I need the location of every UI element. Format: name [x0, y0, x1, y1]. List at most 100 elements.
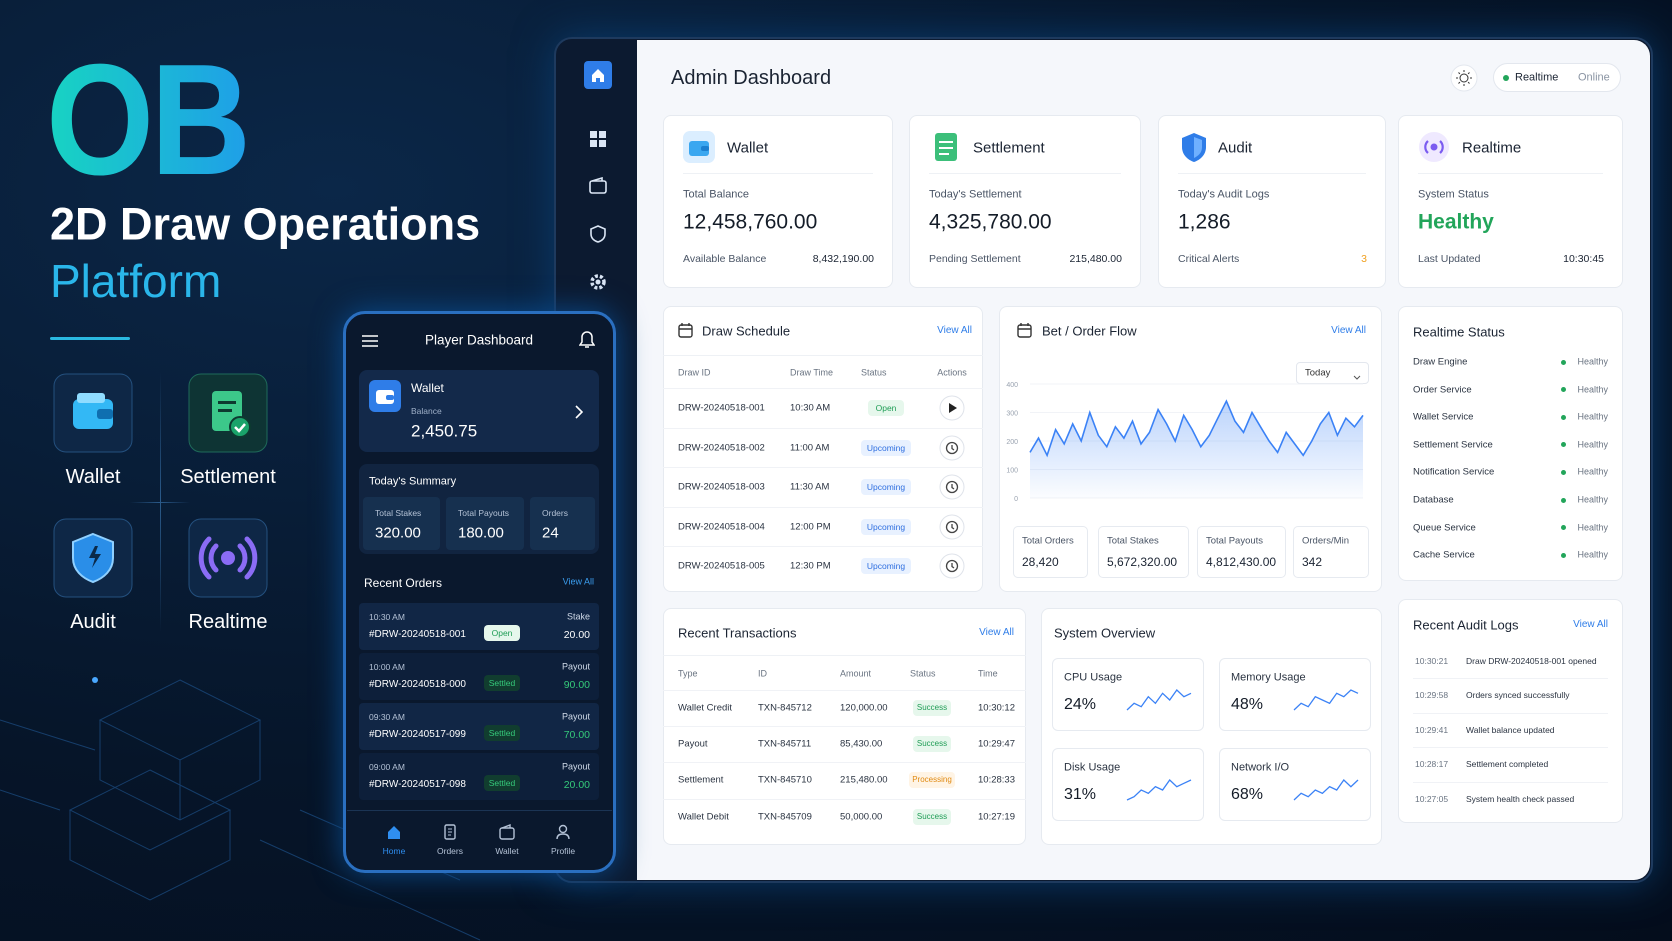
nav-label[interactable]: Wallet	[495, 845, 519, 856]
log-time: 10:30:21	[1415, 655, 1449, 666]
action-button[interactable]	[939, 474, 965, 500]
nav-label[interactable]: Home	[382, 845, 406, 856]
action-button[interactable]	[939, 395, 965, 421]
theme-toggle[interactable]	[1450, 64, 1478, 92]
summary-label: Total Payouts	[458, 507, 510, 518]
card-icon	[683, 131, 715, 163]
status-text: Success	[916, 703, 948, 712]
feature-tile[interactable]	[53, 373, 133, 453]
view-all[interactable]: View All	[979, 627, 1014, 638]
order-row[interactable]	[359, 653, 599, 700]
nav-label[interactable]: Orders	[437, 845, 463, 856]
feature-tile[interactable]	[53, 518, 133, 598]
icon-part	[939, 147, 953, 149]
status-text: Open	[875, 402, 897, 413]
panel-title: System Overview	[1054, 625, 1156, 641]
feature-tile[interactable]	[188, 518, 268, 598]
mode-pill[interactable]	[1493, 63, 1621, 92]
feature-tile[interactable]	[188, 373, 268, 453]
status-text: Success	[916, 812, 948, 821]
action-button[interactable]	[939, 553, 965, 579]
service-status: Healthy	[1577, 356, 1608, 367]
mode-label: Realtime	[1515, 71, 1559, 84]
stat-value: 4,812,430.00	[1206, 555, 1277, 569]
brand-divider	[50, 337, 130, 340]
phone-title: Player Dashboard	[424, 332, 534, 348]
row-separator	[1413, 712, 1608, 714]
sparkline-path	[1126, 689, 1192, 711]
sidebar-shield[interactable]	[589, 225, 607, 243]
icon-part	[1017, 324, 1032, 338]
column-header: Draw Time	[790, 367, 834, 378]
icon-part	[939, 474, 965, 500]
stat-label: Total Payouts	[1206, 535, 1264, 547]
service-name: Database	[1413, 494, 1454, 506]
card-title: Settlement	[973, 139, 1045, 157]
card-title: Wallet	[727, 139, 769, 157]
card-separator	[929, 173, 1121, 174]
card-sub-value: 10:30:45	[1563, 252, 1604, 265]
order-row[interactable]	[359, 703, 599, 750]
sparkline-path	[1293, 779, 1359, 801]
action-button[interactable]	[939, 435, 965, 461]
card-label: Total Balance	[683, 188, 750, 201]
icon-part	[89, 546, 101, 568]
icon-part	[939, 553, 965, 579]
view-all[interactable]: View All	[937, 325, 972, 336]
icon-part	[376, 390, 394, 404]
card-icon	[1178, 131, 1210, 163]
bell-icon[interactable]	[578, 331, 596, 349]
service-status: Healthy	[1577, 522, 1608, 533]
feature-label: Settlement	[180, 466, 276, 488]
icon-part	[1353, 375, 1361, 380]
icon-part	[499, 823, 515, 840]
sidebar-grid[interactable]	[590, 131, 606, 147]
status-dot	[1561, 387, 1566, 393]
row-separator	[663, 428, 983, 429]
order-id: #DRW-20240518-000	[369, 679, 466, 690]
order-time: 10:00 AM	[369, 661, 405, 672]
nav-icon[interactable]	[499, 823, 515, 840]
menu-icon[interactable]	[362, 334, 378, 347]
icon-part	[1353, 375, 1361, 380]
sidebar-wallet[interactable]	[589, 176, 607, 195]
icon-part	[92, 677, 98, 683]
chart-title: Bet / Order Flow	[1042, 323, 1137, 339]
status-text: Settled	[488, 727, 516, 738]
sidebar-settings[interactable]	[589, 273, 607, 291]
tx-time: 10:28:33	[978, 774, 1015, 786]
icon-part	[939, 435, 965, 461]
nav-label[interactable]: Profile	[550, 845, 576, 856]
icon-part	[558, 824, 568, 834]
column-header: Type	[678, 668, 698, 679]
order-row[interactable]	[359, 753, 599, 800]
tx-type: Wallet Credit	[678, 702, 733, 714]
view-all[interactable]: View All	[562, 576, 594, 587]
order-amount: 70.00	[563, 728, 590, 741]
view-all[interactable]: View All	[1573, 619, 1608, 630]
card-icon	[929, 131, 961, 163]
service-name: Notification Service	[1413, 466, 1495, 478]
card-sub-value: 8,432,190.00	[812, 252, 874, 265]
tx-time: 10:27:19	[978, 811, 1015, 823]
stat-value: 342	[1302, 555, 1323, 569]
section-title: Recent Orders	[364, 576, 443, 590]
icon-part	[584, 61, 612, 89]
icon-part	[945, 441, 959, 455]
action-button[interactable]	[939, 514, 965, 540]
nav-icon[interactable]	[442, 824, 458, 840]
y-tick-label: 300	[1006, 411, 1018, 418]
summary-title: Today's Summary	[369, 475, 457, 488]
status-dot	[1503, 75, 1509, 81]
nav-icon[interactable]	[386, 824, 402, 840]
status-pill	[909, 772, 955, 788]
nav-icon[interactable]	[555, 824, 571, 840]
icon-part	[951, 445, 955, 451]
icon-part	[448, 828, 452, 836]
icon-part	[499, 827, 515, 840]
sidebar-home[interactable]	[584, 61, 612, 89]
view-all[interactable]: View All	[1331, 325, 1366, 336]
stat-label: Total Stakes	[1107, 535, 1159, 547]
order-row[interactable]	[359, 603, 599, 650]
icon-part	[1450, 64, 1478, 92]
